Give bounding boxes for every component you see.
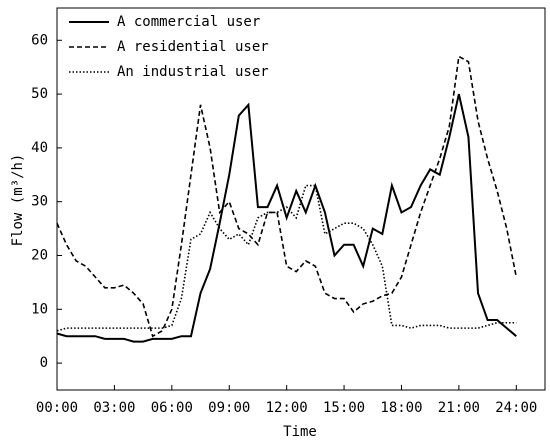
x-tick-label: 24:00 xyxy=(495,400,537,416)
legend-label: A residential user xyxy=(117,39,269,55)
legend-label: A commercial user xyxy=(117,14,260,30)
y-tick-label: 40 xyxy=(31,140,48,156)
series-line xyxy=(56,55,518,338)
x-tick-label: 03:00 xyxy=(93,400,135,416)
y-tick-label: 30 xyxy=(31,194,48,210)
legend-label: An industrial user xyxy=(117,64,269,80)
series-line xyxy=(56,184,517,332)
y-tick-label: 0 xyxy=(40,355,48,371)
y-tick-label: 20 xyxy=(31,247,48,263)
x-tick-label: 00:00 xyxy=(36,400,78,416)
series-line xyxy=(56,93,517,343)
x-tick-label: 09:00 xyxy=(208,400,250,416)
x-tick-label: 12:00 xyxy=(266,400,308,416)
x-tick-label: 15:00 xyxy=(323,400,365,416)
plot-frame xyxy=(56,7,546,391)
x-tick-label: 18:00 xyxy=(380,400,422,416)
y-tick-label: 50 xyxy=(31,86,48,102)
y-axis-title: Flow (m³/h) xyxy=(10,154,26,247)
x-tick-label: 06:00 xyxy=(151,400,193,416)
y-tick-label: 10 xyxy=(31,301,48,317)
y-tick-label: 60 xyxy=(31,32,48,48)
x-tick-label: 21:00 xyxy=(438,400,480,416)
x-axis-title: Time xyxy=(283,424,317,440)
